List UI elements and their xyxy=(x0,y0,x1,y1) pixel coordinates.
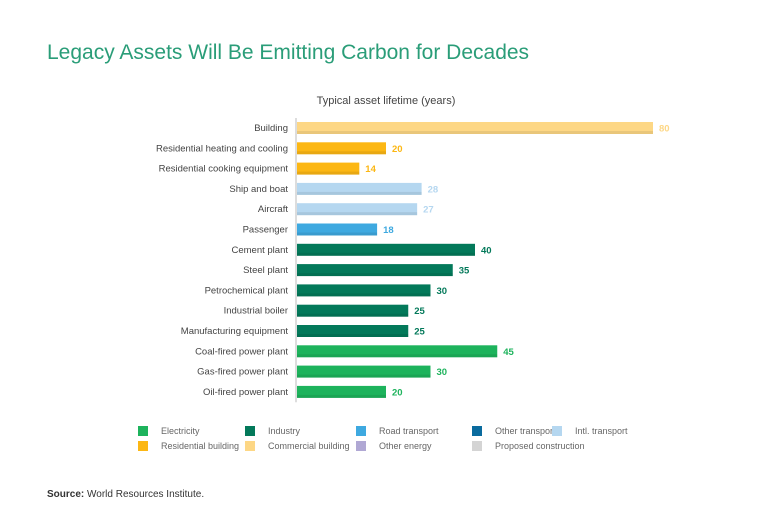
bar xyxy=(297,365,431,378)
bar-shadow xyxy=(297,394,386,398)
data-label: 28 xyxy=(428,184,439,195)
legend-item: Proposed construction xyxy=(472,441,585,451)
category-label: Building xyxy=(254,123,288,134)
legend-swatch xyxy=(245,441,255,451)
bar-shadow xyxy=(297,131,653,134)
data-label: 25 xyxy=(414,327,425,338)
legend-item: Commercial building xyxy=(245,441,350,451)
legend-label: Commercial building xyxy=(268,441,350,451)
category-label: Ship and boat xyxy=(229,184,288,195)
legend-swatch xyxy=(472,441,482,451)
bar-shadow xyxy=(297,374,431,378)
legend-item: Residential building xyxy=(138,441,239,451)
category-label: Manufacturing equipment xyxy=(181,326,289,337)
data-label: 14 xyxy=(365,164,376,175)
category-label: Petrochemical plant xyxy=(205,285,289,296)
source-text: World Resources Institute. xyxy=(84,489,205,500)
legend-item: Other transport xyxy=(472,426,556,436)
data-label: 25 xyxy=(414,306,425,317)
bar-shadow xyxy=(297,252,475,256)
legend-item: Industry xyxy=(245,426,300,436)
data-label: 40 xyxy=(481,245,492,256)
bar xyxy=(297,142,386,155)
bar-shadow xyxy=(297,191,422,195)
legend-item: Electricity xyxy=(138,426,200,436)
legend-label: Intl. transport xyxy=(575,426,628,436)
bar-shadow xyxy=(297,273,453,277)
bar-shadow xyxy=(297,293,431,297)
source-note: Source: World Resources Institute. xyxy=(47,489,204,500)
legend-label: Industry xyxy=(268,426,301,436)
bar-shadow xyxy=(297,171,360,175)
category-label: Residential cooking equipment xyxy=(159,164,289,175)
chart-subtitle: Typical asset lifetime (years) xyxy=(316,95,456,107)
bar-shadow xyxy=(297,151,386,155)
bar xyxy=(297,223,378,236)
bar xyxy=(297,264,453,277)
bar xyxy=(297,203,418,216)
bar-shadow xyxy=(297,212,418,216)
bar-shadow xyxy=(297,232,378,236)
legend-item: Road transport xyxy=(356,426,439,436)
category-label: Coal-fired power plant xyxy=(195,346,288,357)
data-label: 20 xyxy=(392,144,403,155)
category-label: Oil-fired power plant xyxy=(203,387,288,398)
legend-swatch xyxy=(245,426,255,436)
category-label: Gas-fired power plant xyxy=(197,367,288,378)
bar-shadow xyxy=(297,334,409,337)
bar xyxy=(297,284,431,297)
bar xyxy=(297,122,653,134)
legend-swatch xyxy=(552,426,562,436)
bar-chart: Building 80 Residential heating and coolin… xyxy=(156,118,670,403)
category-label: Cement plant xyxy=(231,245,288,256)
category-label: Residential heating and cooling xyxy=(156,143,288,154)
legend-item: Intl. transport xyxy=(552,426,628,436)
legend-label: Residential building xyxy=(161,441,240,451)
legend-label: Electricity xyxy=(161,426,200,436)
legend-swatch xyxy=(472,426,482,436)
legend-label: Road transport xyxy=(379,426,439,436)
bar-shadow xyxy=(297,354,498,358)
legend-label: Proposed construction xyxy=(495,441,585,451)
data-label: 35 xyxy=(459,266,470,277)
category-label: Aircraft xyxy=(258,204,288,215)
chart-title: Legacy Assets Will Be Emitting Carbon fo… xyxy=(47,41,530,64)
bar-shadow xyxy=(297,313,409,317)
data-label: 45 xyxy=(503,347,514,358)
data-label: 20 xyxy=(392,387,403,398)
legend-label: Other transport xyxy=(495,426,556,436)
bar xyxy=(297,243,475,256)
legend-label: Other energy xyxy=(379,441,432,451)
bar xyxy=(297,304,409,317)
data-label: 27 xyxy=(423,205,434,216)
data-label: 80 xyxy=(659,124,670,135)
source-label: Source: xyxy=(47,489,85,500)
category-label: Industrial boiler xyxy=(224,306,288,317)
legend-swatch xyxy=(138,426,148,436)
category-label: Passenger xyxy=(243,225,288,236)
legend-swatch xyxy=(138,441,148,451)
bar xyxy=(297,385,386,398)
bar xyxy=(297,182,422,195)
data-label: 18 xyxy=(383,225,394,236)
bar xyxy=(297,162,360,175)
bar xyxy=(297,345,498,358)
legend-swatch xyxy=(356,441,366,451)
legend-swatch xyxy=(356,426,366,436)
data-label: 30 xyxy=(437,367,448,378)
bar xyxy=(297,325,409,337)
data-label: 30 xyxy=(437,286,448,297)
legend-item: Other energy xyxy=(356,441,432,451)
category-label: Steel plant xyxy=(243,265,288,276)
